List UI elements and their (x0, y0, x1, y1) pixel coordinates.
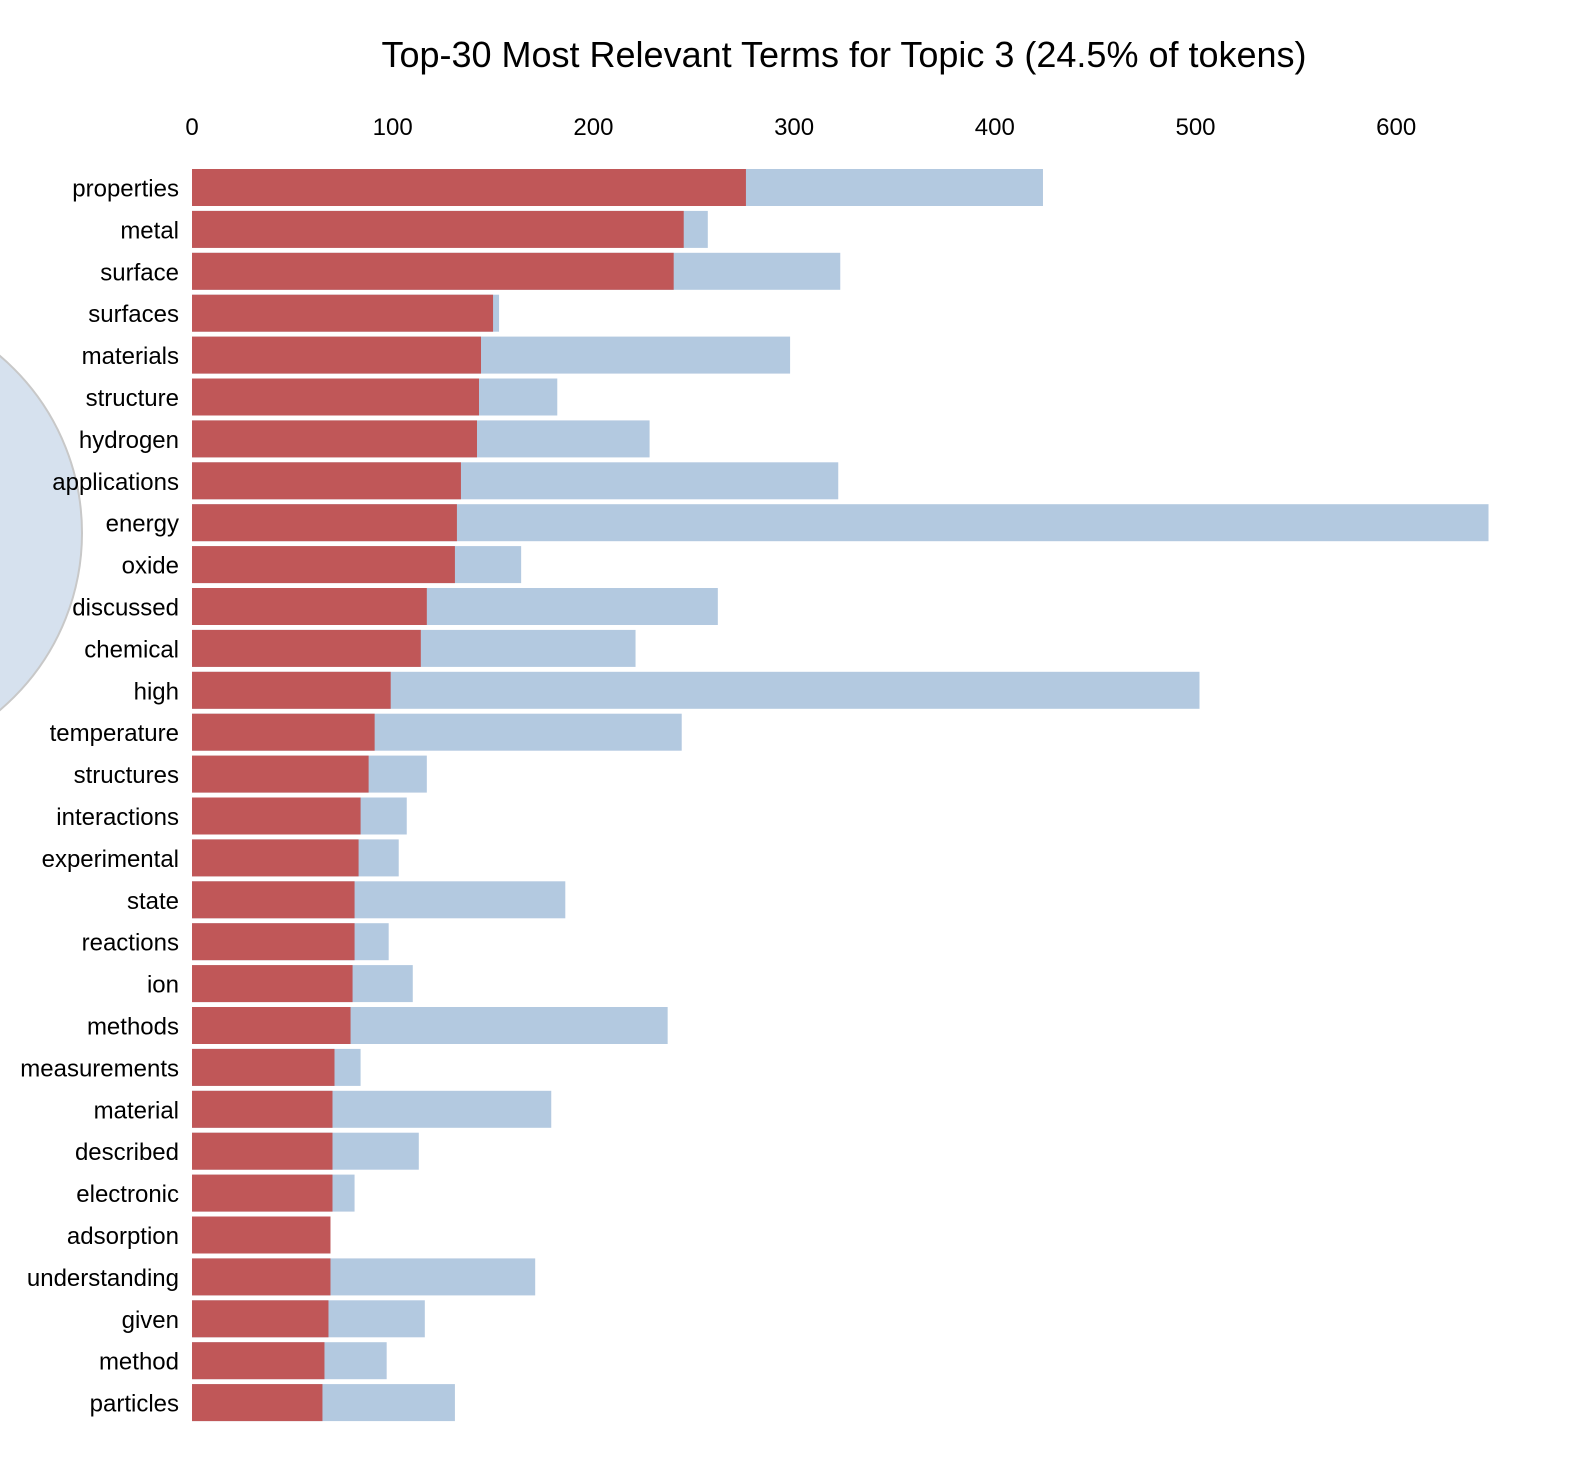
term-label[interactable]: method (99, 1349, 179, 1376)
term-label[interactable]: energy (106, 511, 179, 538)
term-label[interactable]: understanding (27, 1265, 179, 1292)
topic-frequency-bar[interactable] (192, 965, 353, 1003)
term-label[interactable]: high (134, 678, 179, 705)
topic-frequency-bar[interactable] (192, 1007, 351, 1044)
x-tick-label: 0 (185, 114, 198, 141)
x-tick-label: 600 (1376, 114, 1416, 141)
topic-frequency-bar[interactable] (192, 671, 391, 709)
term-label[interactable]: temperature (50, 720, 179, 747)
topic-frequency-bar[interactable] (192, 1342, 325, 1380)
topic-frequency-bar[interactable] (192, 1174, 333, 1212)
term-label[interactable]: described (75, 1139, 179, 1166)
term-label[interactable]: structure (86, 385, 179, 412)
x-tick-label: 200 (573, 114, 613, 141)
term-label[interactable]: surface (100, 259, 179, 286)
term-label[interactable]: surfaces (88, 301, 179, 328)
term-label[interactable]: electronic (76, 1181, 179, 1208)
x-tick-label: 100 (373, 114, 413, 141)
term-label[interactable]: applications (52, 469, 179, 496)
topic-frequency-bar[interactable] (192, 294, 494, 332)
x-tick-label: 500 (1175, 114, 1215, 141)
term-label[interactable]: state (127, 888, 179, 915)
topic-frequency-bar[interactable] (192, 504, 457, 542)
term-label[interactable]: structures (74, 762, 179, 789)
topic-frequency-bar[interactable] (192, 1090, 333, 1128)
term-label[interactable]: properties (72, 176, 179, 203)
topic-frequency-bar[interactable] (192, 1384, 323, 1422)
term-label[interactable]: material (94, 1097, 179, 1124)
chart-title: Top-30 Most Relevant Terms for Topic 3 (… (381, 34, 1306, 75)
term-label[interactable]: oxide (122, 553, 179, 580)
term-label[interactable]: chemical (84, 636, 179, 663)
topic-frequency-bar[interactable] (192, 169, 746, 206)
topic-frequency-bar[interactable] (192, 881, 355, 919)
term-label[interactable]: methods (87, 1014, 179, 1041)
term-label[interactable]: ion (147, 972, 179, 999)
topic-frequency-bar[interactable] (192, 546, 455, 584)
term-label[interactable]: interactions (56, 804, 179, 831)
bars-group (192, 169, 1489, 1422)
topic-frequency-bar[interactable] (192, 1048, 335, 1086)
term-label[interactable]: metal (120, 217, 179, 244)
term-label[interactable]: given (122, 1307, 179, 1334)
term-label[interactable]: hydrogen (79, 427, 179, 454)
term-label[interactable]: experimental (42, 846, 179, 873)
topic-frequency-bar[interactable] (192, 378, 480, 416)
topic-frequency-bar[interactable] (192, 336, 482, 374)
topic-frequency-bar[interactable] (192, 713, 375, 751)
term-label[interactable]: reactions (82, 930, 179, 957)
topic-frequency-bar[interactable] (192, 462, 461, 500)
term-labels: properties metal surface surfaces materials s… (20, 176, 179, 1418)
topic-frequency-bar[interactable] (192, 1132, 333, 1170)
topic-frequency-bar[interactable] (192, 420, 477, 458)
term-label[interactable]: discussed (72, 595, 179, 622)
topic-frequency-bar[interactable] (192, 1216, 331, 1254)
x-tick-label: 300 (774, 114, 814, 141)
topic-frequency-bar[interactable] (192, 923, 355, 961)
topic-frequency-bar[interactable] (192, 252, 674, 290)
topic-frequency-bar[interactable] (192, 839, 359, 877)
term-label[interactable]: measurements (20, 1055, 179, 1082)
x-axis-ticks: 0 100 200 300 400 500 600 (185, 114, 1416, 141)
topic-frequency-bar[interactable] (192, 1300, 329, 1338)
topic-frequency-bar[interactable] (192, 629, 421, 667)
topic-frequency-bar[interactable] (192, 755, 369, 793)
x-tick-label: 400 (975, 114, 1015, 141)
term-label[interactable]: particles (90, 1391, 179, 1418)
term-label[interactable]: adsorption (67, 1223, 179, 1250)
topic-frequency-bar[interactable] (192, 210, 684, 248)
topic-frequency-bar[interactable] (192, 797, 361, 835)
topic-frequency-bar[interactable] (192, 588, 427, 625)
topic-frequency-bar[interactable] (192, 1258, 331, 1296)
term-label[interactable]: materials (82, 343, 179, 370)
topic-circle[interactable] (0, 301, 83, 765)
